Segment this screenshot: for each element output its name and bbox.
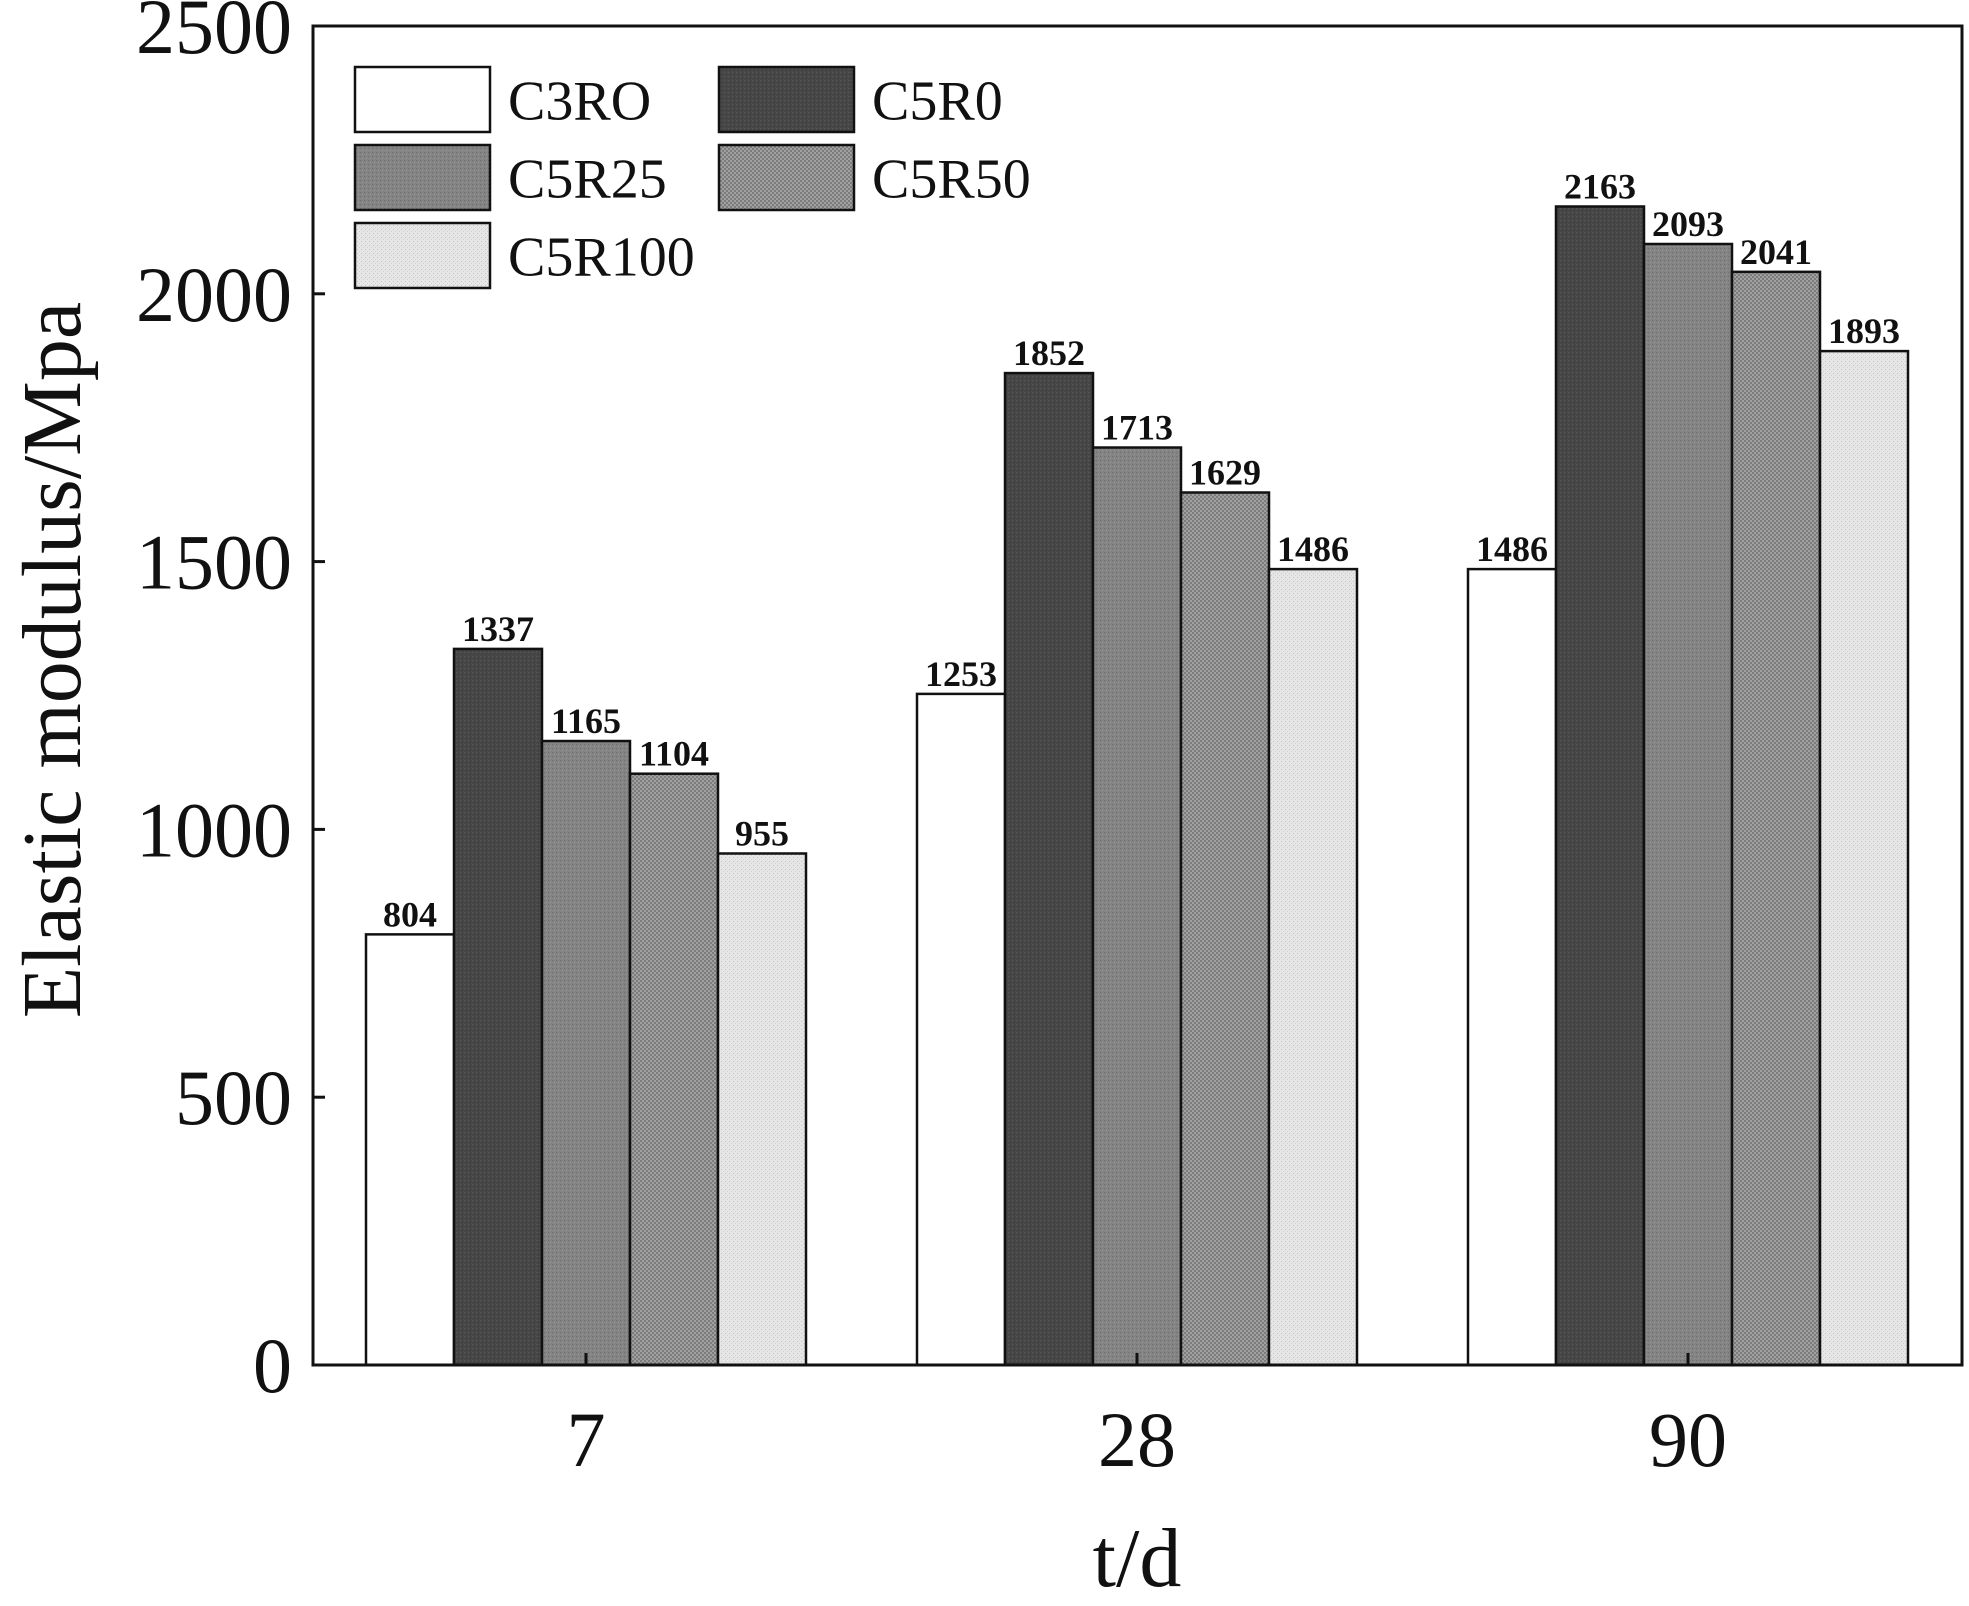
legend-label-c5r25: C5R25 (508, 149, 667, 211)
legend-swatch-c3ro (353, 65, 492, 134)
y-tick-label: 500 (175, 1054, 292, 1141)
bar-c5r50-90 (1730, 270, 1822, 1367)
data-label: 2163 (1564, 166, 1636, 206)
data-label: 2093 (1652, 204, 1724, 244)
y-axis-title: Elastic modulus/Mpa (6, 302, 99, 1018)
y-axis-tick-labels: 0 500 1000 1500 2000 2500 (136, 0, 292, 1409)
bar-series-group (364, 205, 1910, 1367)
bar-c5r100-90 (1818, 349, 1910, 1367)
bar-c3ro-90 (1466, 567, 1558, 1367)
x-axis-title: t/d (1093, 1512, 1182, 1605)
data-label: 1253 (925, 654, 997, 694)
data-label: 1486 (1476, 529, 1548, 569)
bar-c5r25-28 (1091, 446, 1183, 1367)
legend: C3RO C5R0 C5R25 C5R50 C5R100 (353, 65, 1031, 290)
x-tick-label: 90 (1649, 1396, 1727, 1483)
data-label: 1337 (462, 609, 534, 649)
bar-c5r100-28 (1267, 567, 1359, 1367)
data-label: 2041 (1740, 232, 1812, 272)
axes-frame (311, 24, 1964, 1367)
bar-c5r25-7 (540, 739, 632, 1367)
bar-c3ro-7 (364, 933, 456, 1367)
data-label: 955 (735, 814, 789, 854)
x-axis-tick-labels: 7 28 90 (567, 1396, 1728, 1483)
y-tick-label: 1000 (136, 786, 292, 873)
bar-c5r25-90 (1642, 242, 1734, 1367)
data-label: 804 (383, 894, 437, 934)
bar-c5r50-28 (1179, 491, 1271, 1367)
legend-swatch-c5r0 (717, 65, 856, 134)
data-label: 1104 (639, 734, 709, 774)
data-label: 1852 (1013, 333, 1085, 373)
legend-swatch-c5r100 (353, 221, 492, 290)
legend-label-c5r0: C5R0 (872, 71, 1003, 133)
bar-c5r100-7 (716, 852, 808, 1367)
data-label: 1893 (1828, 311, 1900, 351)
y-tick-label: 2000 (136, 251, 292, 338)
data-label: 1713 (1101, 408, 1173, 448)
bar-c5r0-28 (1003, 371, 1095, 1367)
legend-label-c5r50: C5R50 (872, 149, 1031, 211)
x-tick-label: 7 (567, 1396, 606, 1483)
y-tick-label: 1500 (136, 519, 292, 606)
bar-c5r50-7 (628, 772, 720, 1367)
legend-label-c5r100: C5R100 (508, 227, 695, 289)
bar-c5r0-90 (1554, 205, 1646, 1367)
legend-label-c3ro: C3RO (508, 71, 651, 133)
data-labels-group: 804 1337 1165 1104 955 1253 1852 1713 1629 1486 14… (383, 166, 1900, 934)
legend-swatch-c5r50 (717, 143, 856, 212)
bar-c3ro-28 (915, 692, 1007, 1367)
data-label: 1629 (1189, 453, 1261, 493)
data-label: 1165 (551, 701, 621, 741)
y-tick-label: 2500 (136, 0, 292, 70)
bar-c5r0-7 (452, 647, 544, 1367)
data-label: 1486 (1277, 529, 1349, 569)
legend-swatch-c5r25 (353, 143, 492, 212)
x-tick-label: 28 (1098, 1396, 1176, 1483)
y-tick-label: 0 (253, 1322, 292, 1409)
